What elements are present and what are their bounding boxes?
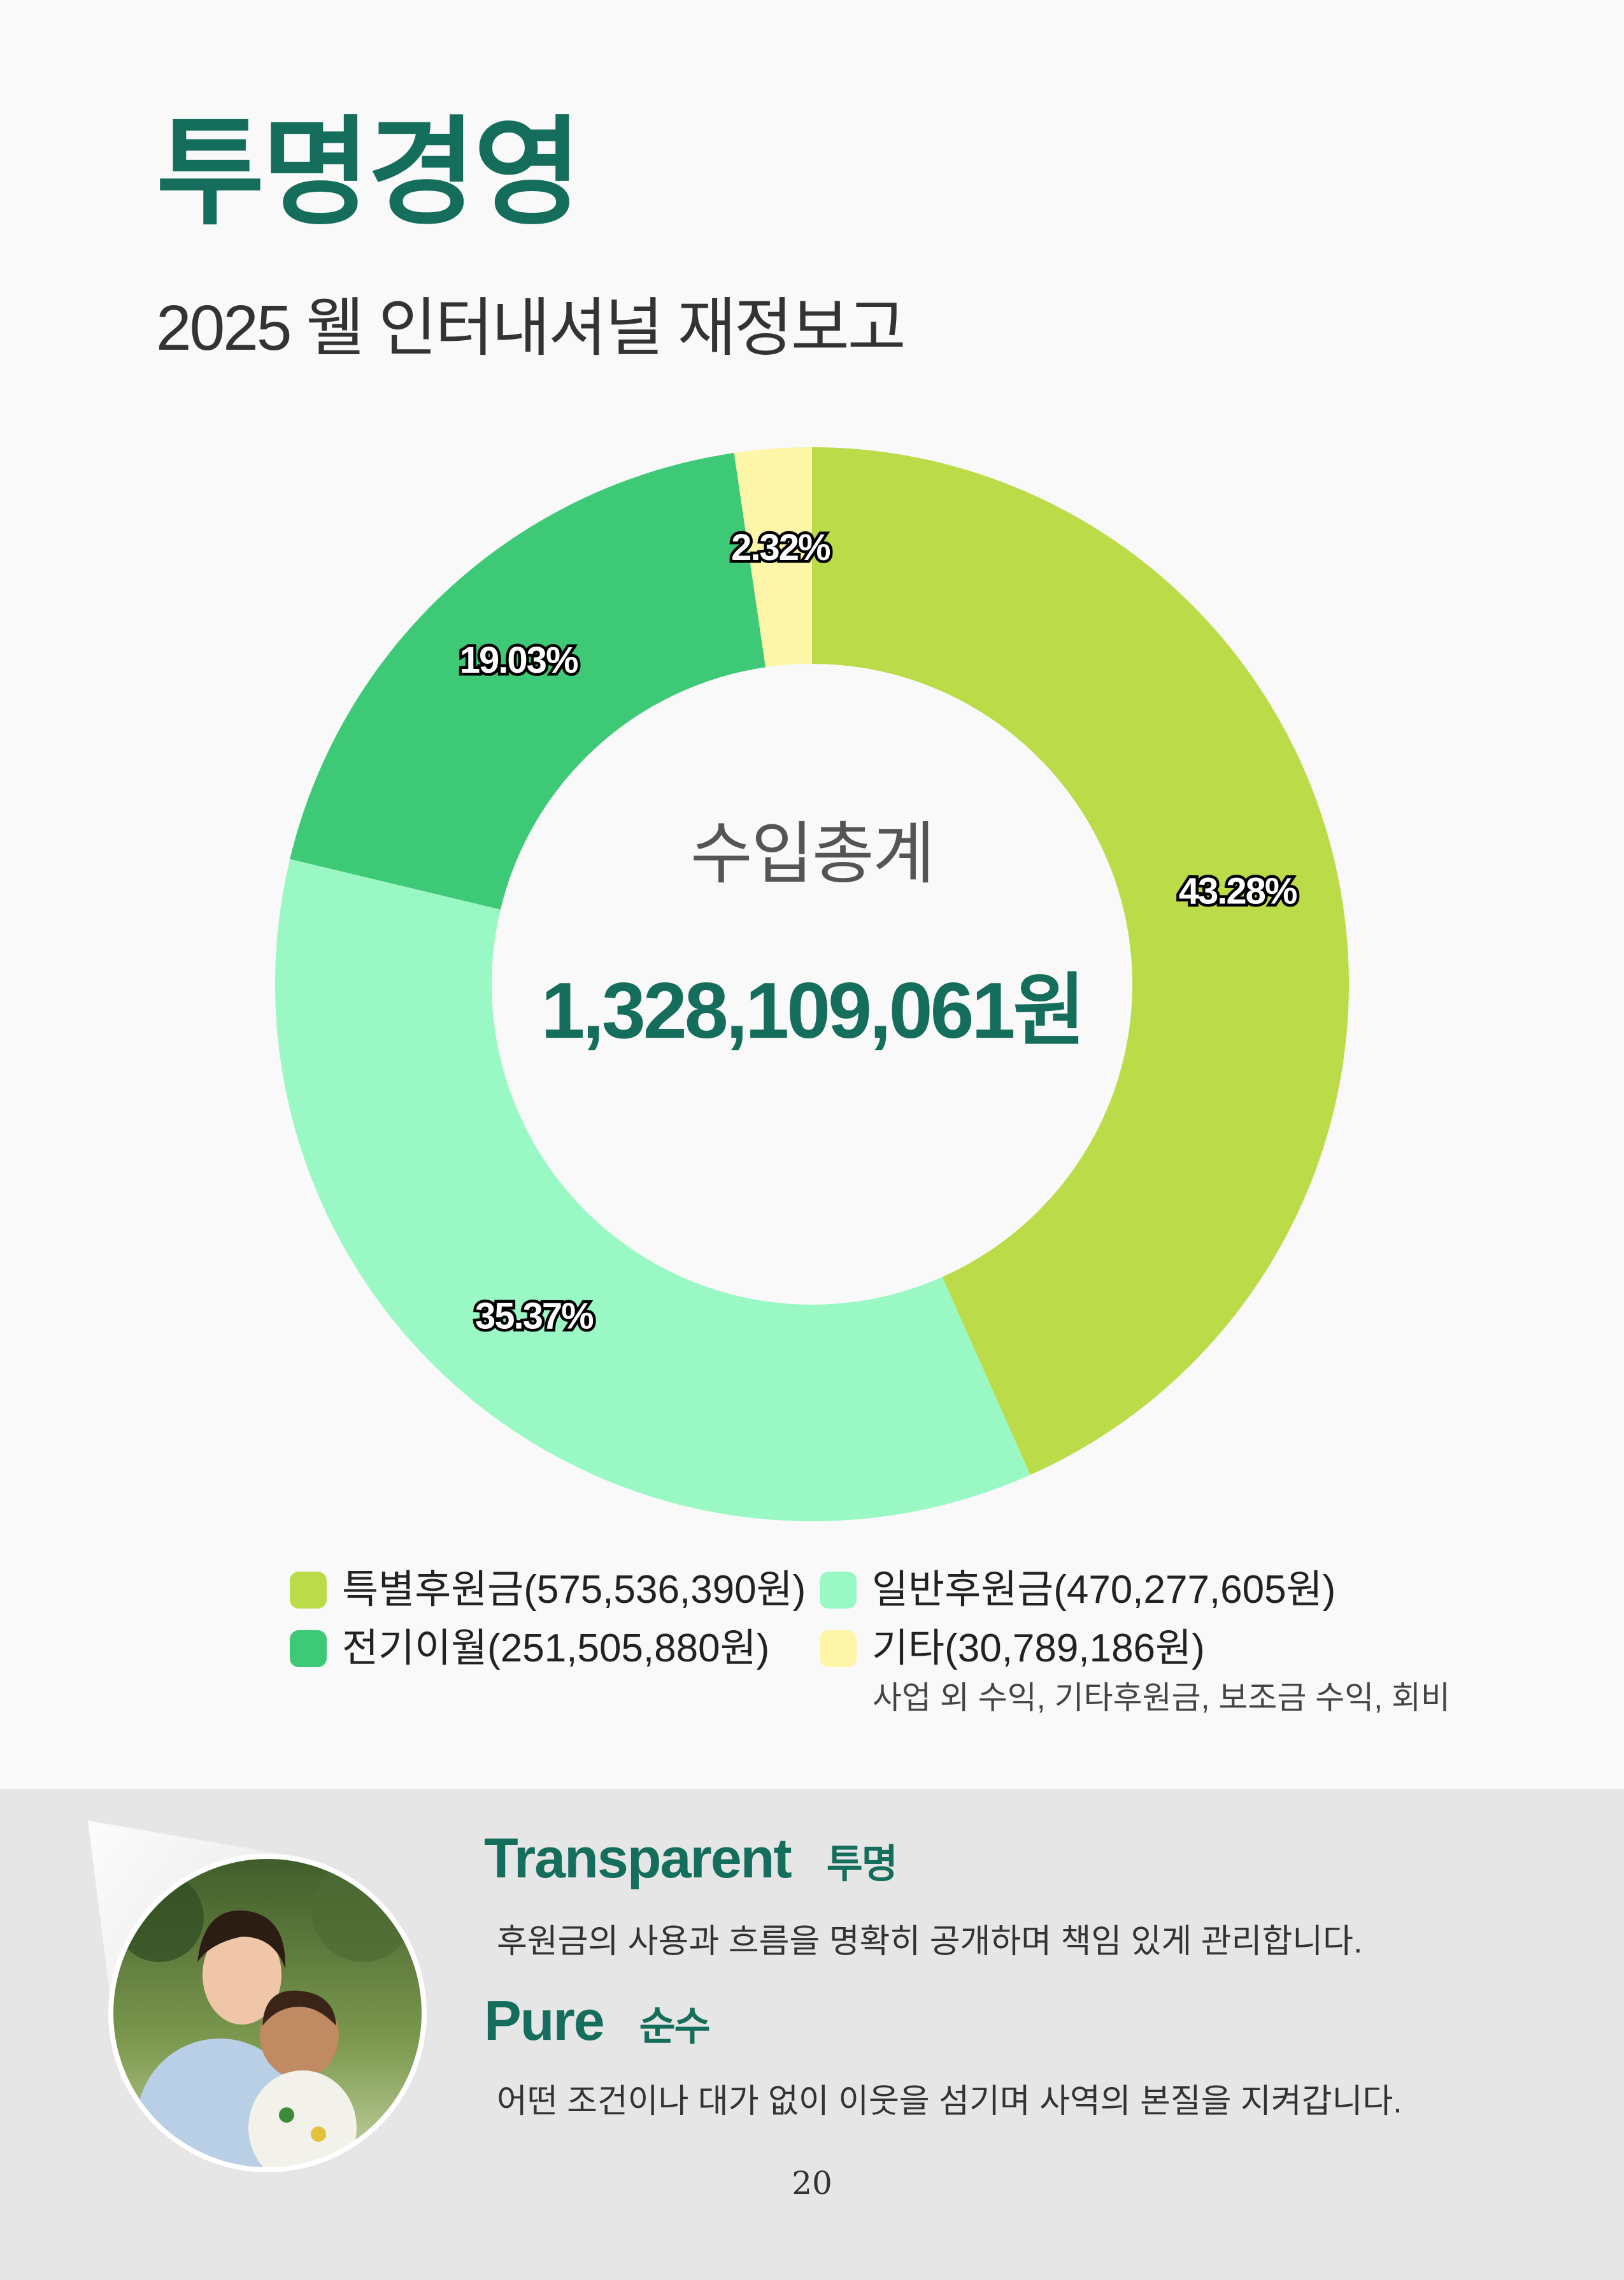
legend-item-other: 기타(30,789,186원) [820, 1629, 1205, 1668]
page-number: 20 [792, 2165, 832, 2202]
value-heading-en: Pure [484, 1989, 605, 2052]
legend-swatch [820, 1572, 857, 1609]
value-heading-pure: Pure 순수 [484, 1993, 711, 2049]
donut-slice-0 [812, 447, 1350, 1475]
slice-percent-label: 19.03% [460, 640, 578, 681]
value-heading-ko: 투명 [826, 1842, 898, 1886]
legend-item-special: 특별후원금(575,536,390원) [290, 1570, 806, 1610]
value-heading-transparent: Transparent 투명 [484, 1830, 898, 1886]
slice-percent-label: 35.37% [475, 1295, 594, 1337]
value-description-pure: 어떤 조건이나 대가 없이 이웃을 섬기며 사역의 본질을 지켜갑니다. [497, 2083, 1402, 2120]
donut-slice-1 [274, 859, 1030, 1522]
slice-percent-label: 43.28% [1179, 870, 1297, 912]
page-title: 투명경영 [156, 108, 582, 239]
donut-slices [274, 447, 1350, 1522]
legend-item-carryover: 전기이월(251,505,880원) [290, 1629, 769, 1668]
value-description-transparent: 후원금의 사용과 흐름을 명확히 공개하며 책임 있게 관리합니다. [497, 1923, 1363, 1960]
value-heading-en: Transparent [484, 1826, 792, 1889]
legend-label: 특별후원금(575,536,390원) [342, 1568, 806, 1612]
donut-slice-3 [734, 447, 812, 668]
legend-label: 전기이월(251,505,880원) [342, 1626, 770, 1670]
legend-item-general: 일반후원금(470,277,605원) [820, 1570, 1336, 1610]
slice-labels: 43.28% 35.37% 19.03% 2.32% [457, 524, 1301, 1340]
donut-center-label: 수입총계 [690, 817, 935, 892]
value-heading-ko: 순수 [639, 2005, 711, 2049]
page-subtitle: 2025 웰 인터내셔널 재정보고 [156, 292, 906, 364]
slice-percent-label: 2.32% [731, 527, 830, 568]
legend-note: 사업 외 수익, 기타후원금, 보조금 수익, 회비 [873, 1680, 1451, 1716]
donut-chart: 43.28% 35.37% 19.03% 2.32% [274, 447, 1350, 1522]
mother-child-photo [83, 1816, 439, 2172]
legend-swatch [290, 1630, 327, 1667]
donut-slice-2 [290, 452, 766, 910]
donut-center-value: 1,328,109,061원 [541, 967, 1085, 1055]
legend-label: 기타(30,789,186원) [872, 1626, 1205, 1670]
legend-label: 일반후원금(470,277,605원) [872, 1568, 1336, 1612]
legend-swatch [820, 1630, 857, 1667]
legend-swatch [290, 1572, 327, 1609]
